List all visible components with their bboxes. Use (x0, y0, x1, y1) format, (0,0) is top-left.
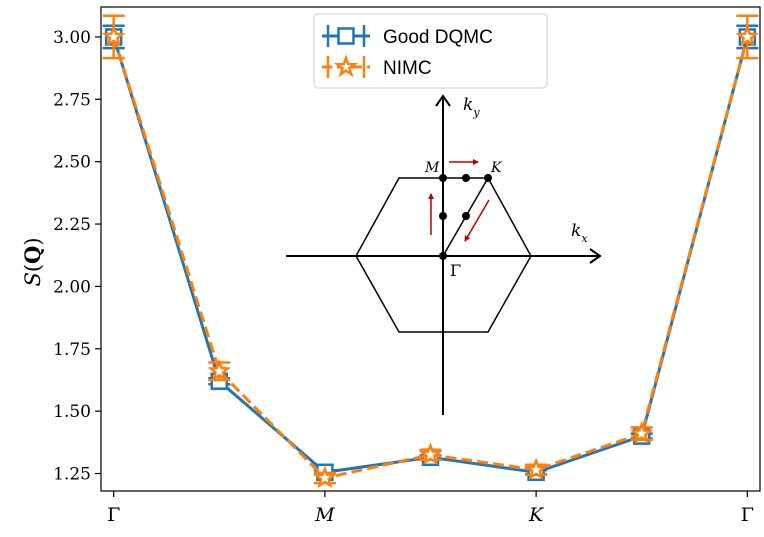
data-point (207, 358, 231, 382)
k-label: K (490, 160, 503, 176)
gamma-label: Γ (450, 261, 461, 280)
series-layer (101, 14, 760, 488)
y-tick-label: 3.00 (53, 28, 91, 48)
y-axis: 1.25 1.50 1.75 2.00 2.25 2.50 2.75 3.00 (53, 28, 101, 485)
y-tick-label: 2.75 (53, 90, 91, 110)
data-point (313, 465, 337, 488)
legend-entry: Good DQMC (322, 25, 493, 48)
path-point (462, 174, 470, 182)
x-tick-label: M (314, 504, 335, 526)
path-point (439, 212, 447, 220)
x-tick-label: Γ (107, 504, 120, 526)
legend-box (313, 13, 548, 89)
plot-frame (100, 6, 761, 492)
m-label: M (424, 160, 440, 176)
k-point (484, 174, 492, 182)
y-tick-label: 2.25 (53, 215, 91, 235)
brillouin-zone-inset: ky kx Γ M K (286, 94, 604, 415)
gamma-point (439, 252, 447, 260)
legend-marker-square (337, 27, 355, 45)
m-point (439, 174, 447, 182)
y-tick-label: 2.50 (53, 153, 91, 173)
path-arrow-diag (464, 199, 490, 242)
y-axis-label: S(Q) (20, 237, 45, 286)
ky-label: ky (463, 95, 480, 119)
data-point (418, 442, 443, 465)
data-point (524, 457, 548, 480)
path-point (462, 212, 470, 220)
legend-entry: NIMC (322, 54, 432, 79)
data-point (735, 24, 760, 47)
y-tick-label: 2.00 (53, 277, 91, 297)
y-tick-label: 1.75 (53, 340, 91, 360)
data-point (630, 421, 654, 444)
y-tick-label: 1.50 (53, 402, 91, 422)
series-nimc (101, 14, 760, 488)
x-tick-label: K (528, 504, 545, 526)
x-tick-label: Γ (741, 504, 754, 526)
legend-marker-star (333, 54, 359, 78)
legend: Good DQMC NIMC (313, 13, 548, 89)
ky-arrowhead (435, 94, 451, 107)
legend-label: NIMC (383, 58, 432, 79)
hexagon (355, 177, 532, 333)
kx-arrowhead (589, 248, 602, 264)
data-point (101, 24, 126, 47)
kx-label: kx (571, 221, 588, 245)
y-tick-label: 1.25 (53, 465, 91, 485)
legend-label: Good DQMC (383, 27, 493, 48)
